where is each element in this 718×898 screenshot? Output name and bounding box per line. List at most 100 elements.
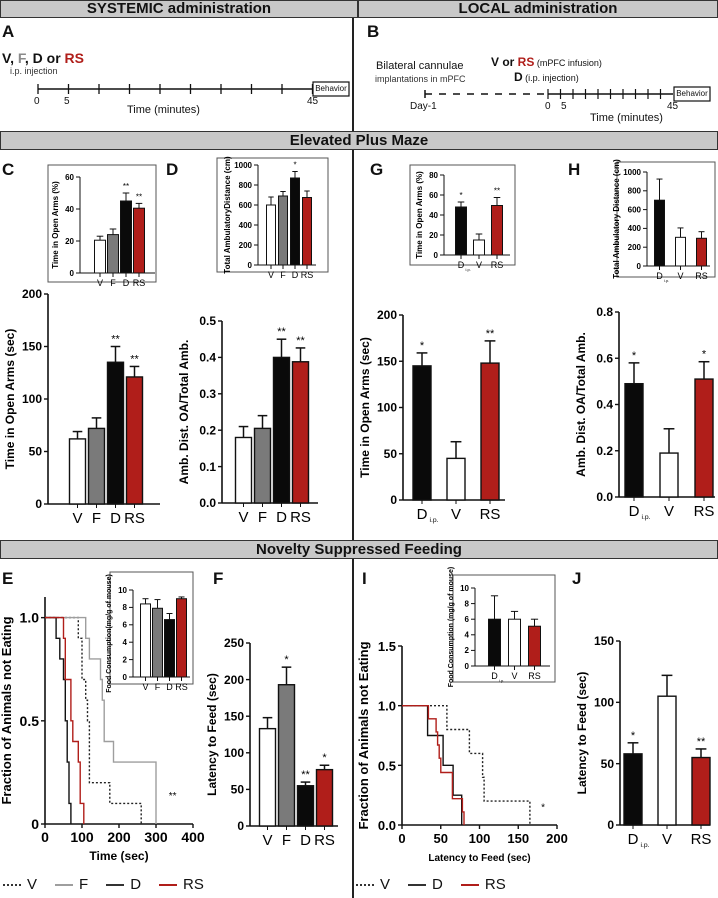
bar-v — [94, 239, 106, 274]
bar-v — [675, 236, 686, 267]
legend-i-label-v: V — [380, 876, 391, 893]
category-label: V — [238, 509, 248, 526]
y-tick-label: 200 — [239, 241, 253, 250]
timeline-b-drug1-route: (mPFC infusion) — [534, 58, 602, 68]
category-label: F — [155, 682, 161, 692]
significance-marker: ** — [169, 791, 177, 802]
y-tick-label: 0 — [607, 818, 614, 832]
section-band-local: LOCAL administration — [358, 0, 718, 18]
y-tick-label: 0.2 — [199, 423, 216, 437]
bar-d — [272, 356, 291, 504]
section-band-elevated-plus-maze: Elevated Plus Maze — [0, 131, 718, 150]
significance-marker: * — [322, 752, 327, 764]
x-tick-label: 100 — [469, 831, 491, 846]
y-axis-label: Latency to Feed (sec) — [575, 672, 589, 795]
category-label: RS — [290, 509, 311, 526]
y-tick-label: 0.0 — [596, 490, 613, 504]
y-axis-label: Fraction of Animals not Eating — [0, 616, 14, 804]
bar-rs — [691, 756, 711, 826]
y-axis-label: Fraction of Animals not Eating — [356, 641, 371, 829]
y-axis-label: Food Consumption (mg/g of mouse) — [448, 567, 455, 688]
legend-i-label-d: D — [432, 876, 443, 893]
y-tick-label: 0.8 — [596, 305, 613, 319]
bar-f — [278, 195, 288, 266]
category-label: V — [451, 506, 461, 523]
category-subscript: i.p. — [664, 278, 669, 283]
significance-marker: * — [541, 803, 545, 814]
y-tick-label: 2 — [123, 655, 128, 664]
timeline-a-route: i.p. injection — [10, 66, 58, 76]
y-tick-label: 0 — [465, 662, 470, 671]
chart-i-main: 0 50 100 150 200 0.0 0.5 1.0 1.5 Fraction of Anim… — [356, 639, 568, 864]
timeline-a-drug-0: V — [2, 50, 11, 66]
bar-dip — [623, 753, 643, 826]
legend-e: V F D RS — [3, 876, 216, 893]
y-tick-label: 0.2 — [596, 444, 613, 458]
category-label: D — [458, 260, 465, 270]
y-tick-label: 400 — [628, 224, 642, 233]
bar-dip — [654, 199, 665, 267]
chart-c-inset: 0 20 40 60 Time in Open Arms (%) V F ** D ** RS — [47, 164, 157, 288]
category-label: V — [72, 510, 82, 527]
y-axis-label: Time in Open Arms (%) — [415, 171, 424, 259]
significance-marker: * — [293, 161, 296, 170]
category-label: RS — [133, 278, 146, 288]
x-tick-label: 0 — [41, 829, 49, 845]
category-label: RS — [691, 831, 712, 848]
bar-f — [277, 684, 296, 827]
category-label: D — [491, 671, 498, 681]
category-subscript: i.p. — [430, 517, 439, 524]
bar-v — [68, 438, 87, 505]
bar-v — [258, 727, 277, 827]
category-label: RS — [314, 832, 335, 849]
y-tick-label: 1.0 — [378, 699, 396, 714]
bar-dip — [624, 382, 644, 498]
panel-letter-a: A — [2, 22, 15, 41]
timeline-b-end-box: Behavior — [676, 89, 708, 98]
timeline-a-drug-3: , — [24, 50, 33, 66]
chart-h-main: 0.0 0.2 0.4 0.6 0.8 Amb. Dist. OA/Total Amb. *… — [574, 305, 715, 521]
y-tick-label: 40 — [429, 211, 438, 220]
panel-letter-f: F — [213, 569, 224, 588]
panel-letter-c: C — [2, 160, 15, 179]
legend-i-line-rs — [460, 883, 479, 886]
bar-rs — [491, 205, 503, 256]
bar-d — [106, 361, 125, 505]
category-label: D — [123, 278, 130, 288]
y-tick-label: 50 — [29, 445, 43, 459]
timeline-a-drug-2: F — [17, 50, 25, 66]
category-label: V — [664, 503, 674, 520]
panel-letter-b: B — [367, 22, 380, 41]
category-label: V — [268, 270, 274, 280]
survival-curve-v — [45, 616, 142, 824]
y-tick-label: 8 — [465, 599, 470, 608]
legend-e-label-d: D — [130, 876, 142, 893]
category-label: V — [662, 831, 672, 848]
y-tick-label: 1000 — [234, 161, 252, 170]
y-tick-label: 250 — [224, 636, 244, 650]
survival-curve-d — [45, 616, 72, 824]
y-axis-label: Total Ambulatory Distance (cm) — [612, 159, 621, 279]
timeline-b-drug2: D (i.p. injection) — [514, 70, 579, 84]
y-axis-label: Latency to Feed (sec) — [205, 673, 219, 796]
chart-g-main: 0 50 100 150 200 Time in Open Arms (sec) * D i.p… — [358, 308, 505, 524]
significance-marker: ** — [136, 192, 142, 201]
y-tick-label: 0.5 — [20, 713, 40, 729]
x-tick-label: 200 — [546, 831, 568, 846]
section-band-novelty-suppressed-feeding: Novelty Suppressed Feeding — [0, 540, 718, 559]
significance-marker: * — [631, 730, 636, 742]
bar-v — [266, 204, 276, 266]
bar-rs — [528, 625, 541, 667]
y-tick-label: 0 — [237, 819, 244, 833]
category-subscript: i.p. — [499, 678, 504, 683]
timeline-a-end-box: Behavior — [315, 84, 347, 93]
category-label: F — [280, 270, 286, 280]
timeline-b-drug2-route: (i.p. injection) — [522, 73, 579, 83]
bar-f — [253, 427, 272, 504]
y-tick-label: 0 — [70, 269, 75, 278]
category-subscript: i.p. — [641, 842, 650, 849]
y-tick-label: 150 — [377, 354, 397, 368]
bar-dip — [455, 206, 467, 256]
bar-rs — [480, 362, 500, 501]
survival-curve-rs — [45, 616, 85, 824]
